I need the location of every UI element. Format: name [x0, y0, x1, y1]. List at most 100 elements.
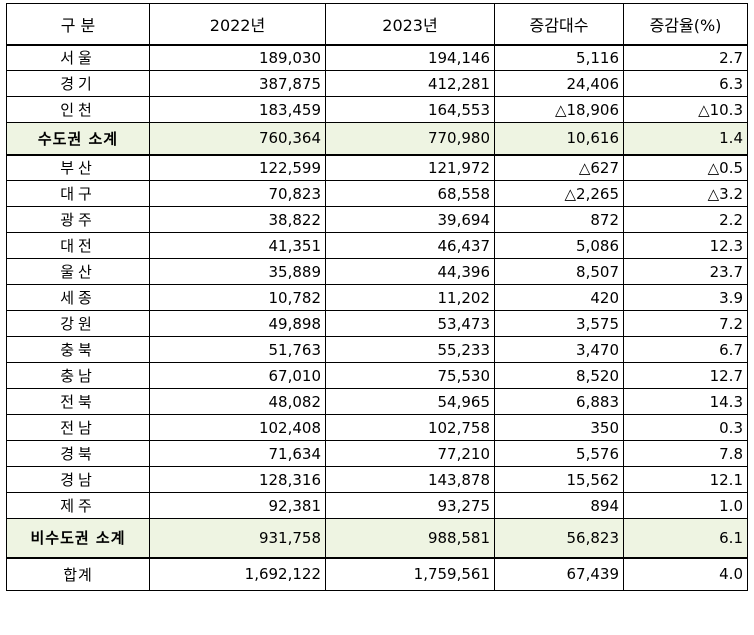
value-2022-cell: 102,408	[149, 414, 326, 441]
value-2023-cell: 77,210	[325, 440, 495, 467]
region-cell: 전남	[6, 414, 150, 441]
rate-cell: 1.0	[623, 492, 748, 519]
region-cell: 경기	[6, 70, 150, 97]
change-cell: △2,265	[494, 180, 624, 207]
table-row: 대구 70,823 68,558 △2,265 △3.2	[6, 180, 748, 207]
value-2023-cell: 102,758	[325, 414, 495, 441]
table-row: 경기 387,875 412,281 24,406 6.3	[6, 70, 748, 97]
change-cell: 6,883	[494, 388, 624, 415]
region-cell: 수도권 소계	[6, 122, 150, 155]
rate-cell: 1.4	[623, 122, 748, 155]
regional-vehicle-table: 구 분 2022년 2023년 증감대수 증감율(%) 서울 189,030 1…	[6, 3, 748, 591]
value-2023-cell: 53,473	[325, 310, 495, 337]
value-2022-cell: 122,599	[149, 153, 326, 181]
region-cell: 서울	[6, 44, 150, 71]
value-2022-cell: 387,875	[149, 70, 326, 97]
value-2022-cell: 71,634	[149, 440, 326, 467]
value-2022-cell: 128,316	[149, 466, 326, 493]
rate-cell: 4.0	[623, 556, 748, 591]
value-2023-cell: 55,233	[325, 336, 495, 363]
table-body: 서울 189,030 194,146 5,116 2.7 경기 387,875 …	[6, 44, 748, 591]
value-2022-cell: 10,782	[149, 284, 326, 311]
table-row: 경남 128,316 143,878 15,562 12.1	[6, 466, 748, 493]
header-2022: 2022년	[149, 3, 326, 46]
region-cell: 전북	[6, 388, 150, 415]
value-2022-cell: 51,763	[149, 336, 326, 363]
table-row: 충남 67,010 75,530 8,520 12.7	[6, 362, 748, 389]
change-cell: 5,576	[494, 440, 624, 467]
header-rate: 증감율(%)	[623, 3, 748, 46]
rate-cell: 7.8	[623, 440, 748, 467]
rate-cell: 12.3	[623, 232, 748, 259]
value-2022-cell: 49,898	[149, 310, 326, 337]
value-2022-cell: 38,822	[149, 206, 326, 233]
change-cell: 15,562	[494, 466, 624, 493]
rate-cell: 6.7	[623, 336, 748, 363]
region-cell: 세종	[6, 284, 150, 311]
change-cell: △18,906	[494, 96, 624, 123]
value-2022-cell: 70,823	[149, 180, 326, 207]
change-cell: 3,470	[494, 336, 624, 363]
value-2023-cell: 11,202	[325, 284, 495, 311]
region-cell: 제주	[6, 492, 150, 519]
subtotal-row-noncapital: 비수도권 소계 931,758 988,581 56,823 6.1	[6, 518, 748, 558]
value-2023-cell: 770,980	[325, 122, 495, 155]
header-row: 구 분 2022년 2023년 증감대수 증감율(%)	[6, 3, 748, 46]
value-2023-cell: 164,553	[325, 96, 495, 123]
value-2022-cell: 189,030	[149, 44, 326, 71]
value-2022-cell: 760,364	[149, 122, 326, 155]
change-cell: 3,575	[494, 310, 624, 337]
rate-cell: 14.3	[623, 388, 748, 415]
value-2023-cell: 75,530	[325, 362, 495, 389]
change-cell: 5,086	[494, 232, 624, 259]
region-cell: 광주	[6, 206, 150, 233]
region-cell: 충북	[6, 336, 150, 363]
value-2022-cell: 92,381	[149, 492, 326, 519]
table-row: 대전 41,351 46,437 5,086 12.3	[6, 232, 748, 259]
region-cell: 대구	[6, 180, 150, 207]
table-header: 구 분 2022년 2023년 증감대수 증감율(%)	[6, 3, 748, 46]
value-2023-cell: 1,759,561	[325, 556, 495, 591]
region-cell: 강원	[6, 310, 150, 337]
value-2023-cell: 46,437	[325, 232, 495, 259]
region-cell: 충남	[6, 362, 150, 389]
rate-cell: 2.2	[623, 206, 748, 233]
value-2022-cell: 1,692,122	[149, 556, 326, 591]
change-cell: △627	[494, 153, 624, 181]
change-cell: 67,439	[494, 556, 624, 591]
rate-cell: 12.1	[623, 466, 748, 493]
table-row: 제주 92,381 93,275 894 1.0	[6, 492, 748, 519]
table-row: 울산 35,889 44,396 8,507 23.7	[6, 258, 748, 285]
value-2023-cell: 988,581	[325, 518, 495, 558]
rate-cell: 2.7	[623, 44, 748, 71]
value-2023-cell: 44,396	[325, 258, 495, 285]
rate-cell: 6.3	[623, 70, 748, 97]
value-2022-cell: 67,010	[149, 362, 326, 389]
table-row: 전남 102,408 102,758 350 0.3	[6, 414, 748, 441]
change-cell: 5,116	[494, 44, 624, 71]
value-2023-cell: 194,146	[325, 44, 495, 71]
region-cell: 울산	[6, 258, 150, 285]
region-cell: 합계	[6, 556, 150, 591]
value-2023-cell: 68,558	[325, 180, 495, 207]
value-2022-cell: 183,459	[149, 96, 326, 123]
value-2023-cell: 143,878	[325, 466, 495, 493]
rate-cell: △3.2	[623, 180, 748, 207]
rate-cell: 12.7	[623, 362, 748, 389]
header-2023: 2023년	[325, 3, 495, 46]
value-2022-cell: 35,889	[149, 258, 326, 285]
change-cell: 10,616	[494, 122, 624, 155]
change-cell: 56,823	[494, 518, 624, 558]
rate-cell: 7.2	[623, 310, 748, 337]
table-row: 경북 71,634 77,210 5,576 7.8	[6, 440, 748, 467]
header-region: 구 분	[6, 3, 150, 46]
rate-cell: 23.7	[623, 258, 748, 285]
rate-cell: 0.3	[623, 414, 748, 441]
rate-cell: 3.9	[623, 284, 748, 311]
change-cell: 350	[494, 414, 624, 441]
value-2023-cell: 39,694	[325, 206, 495, 233]
value-2022-cell: 931,758	[149, 518, 326, 558]
table-row: 부산 122,599 121,972 △627 △0.5	[6, 153, 748, 181]
table-row: 전북 48,082 54,965 6,883 14.3	[6, 388, 748, 415]
rate-cell: 6.1	[623, 518, 748, 558]
